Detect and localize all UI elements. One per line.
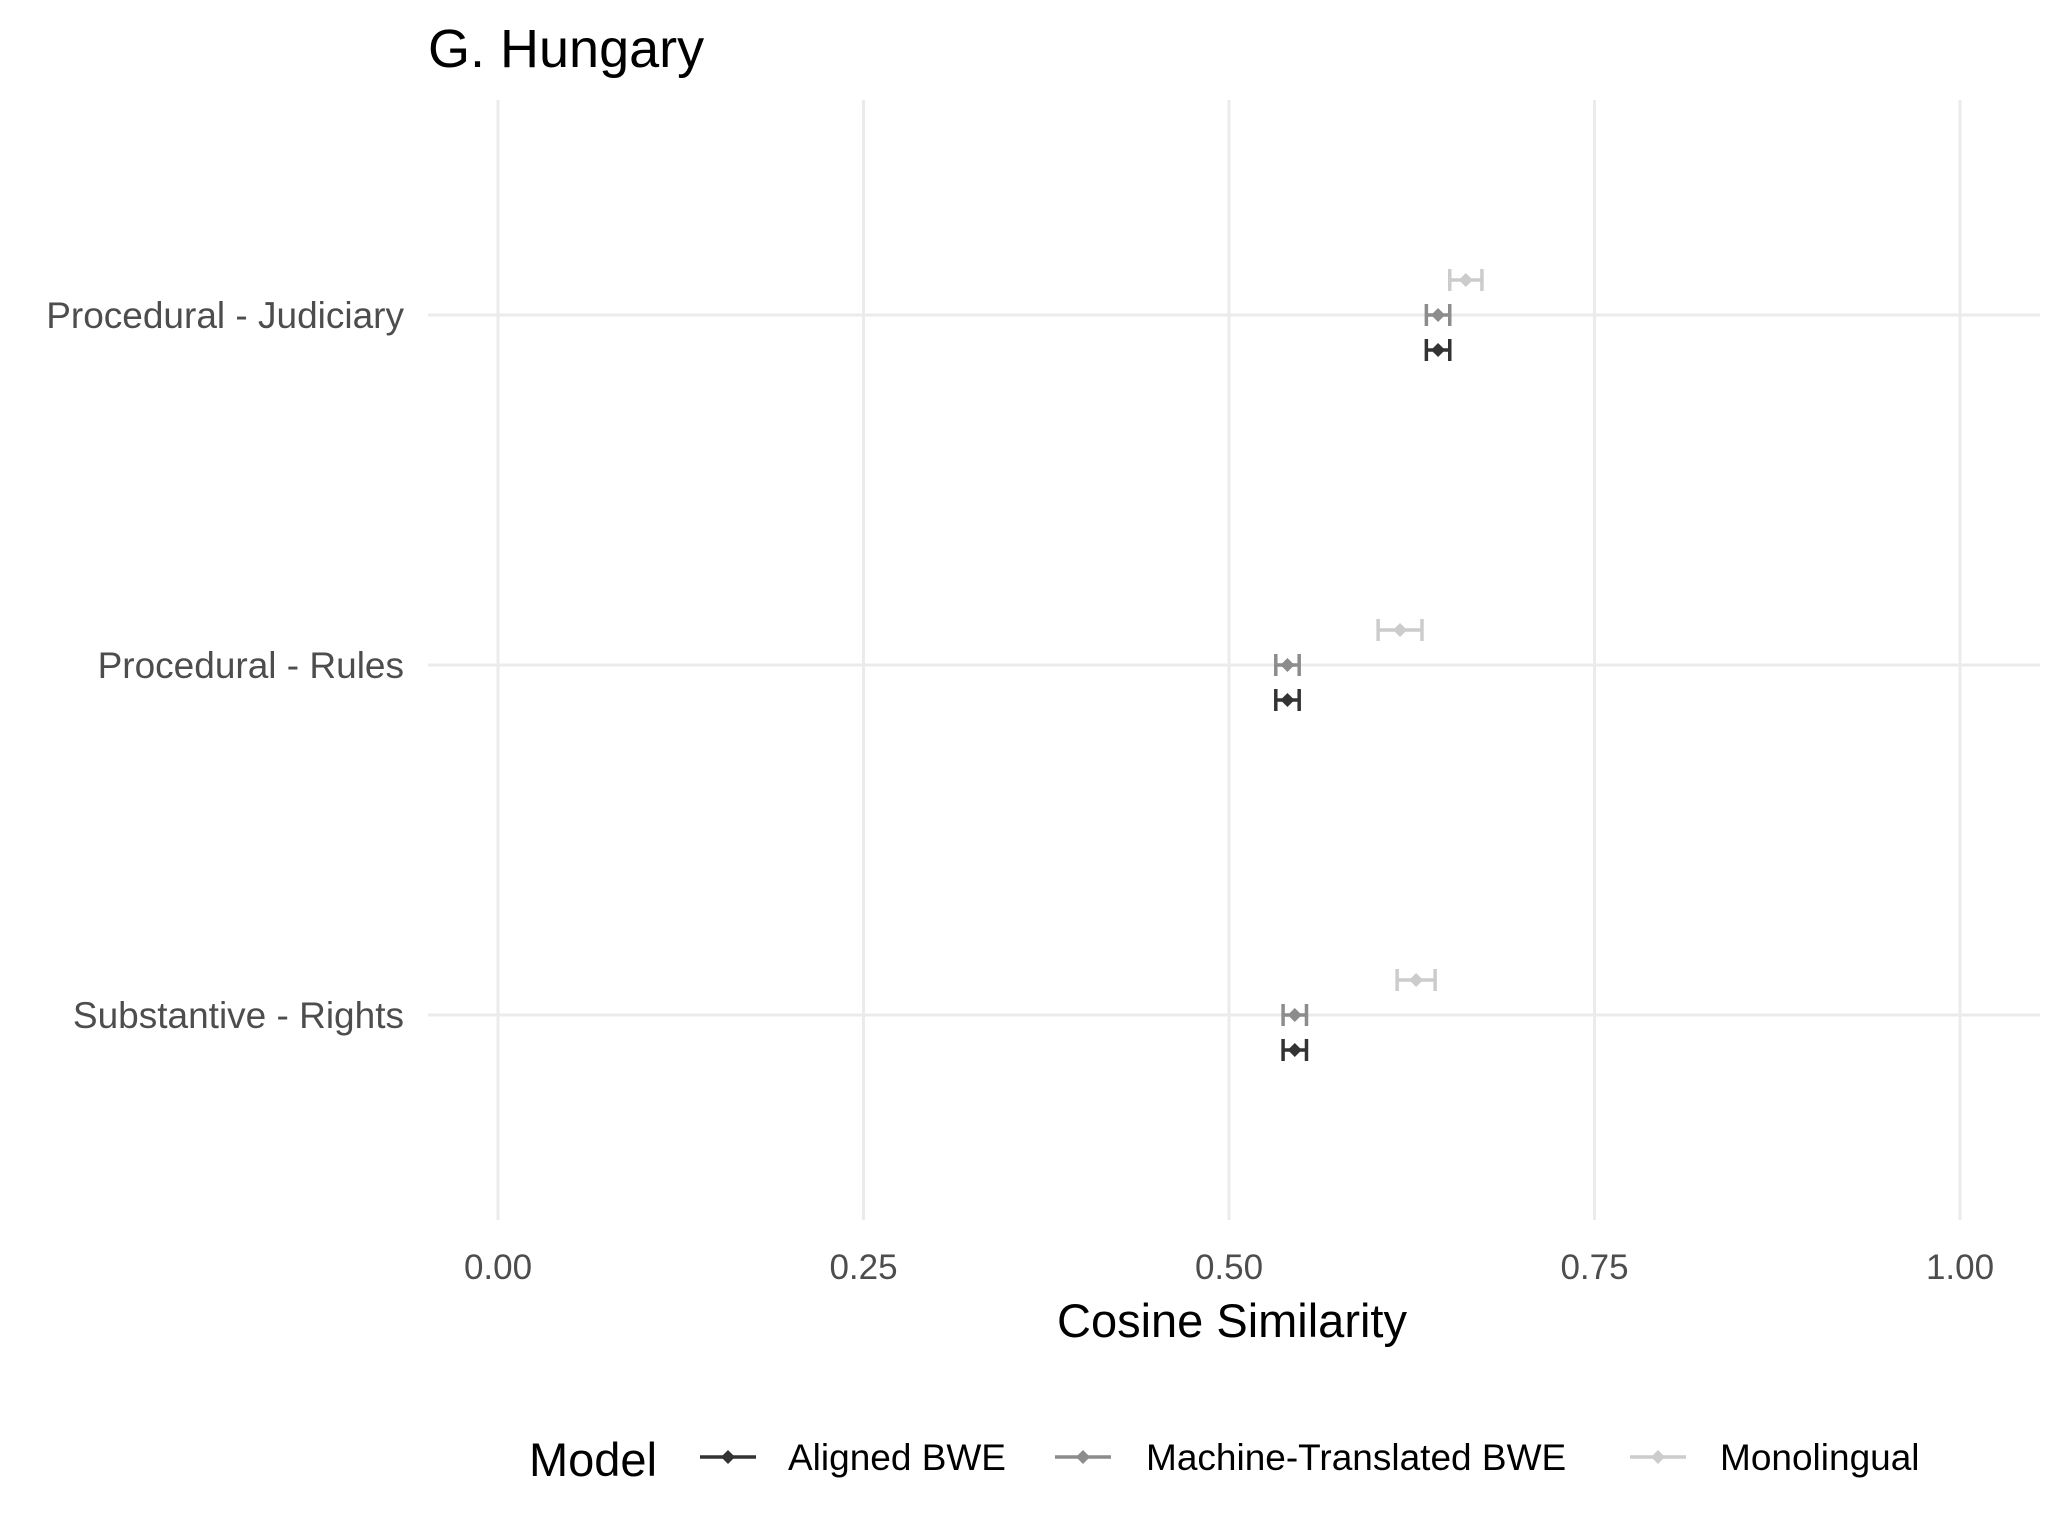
gridlines: [428, 100, 2040, 1220]
legend-label: Aligned BWE: [788, 1437, 1006, 1478]
y-label-substantive-rights: Substantive - Rights: [73, 995, 404, 1036]
errorbar-monolingual-procedural-judiciary: [1448, 269, 1484, 291]
y-label-procedural-rules: Procedural - Rules: [98, 645, 404, 686]
errorbar-machine-translated-bwe-procedural-judiciary: [1424, 304, 1452, 326]
errorbar-machine-translated-bwe-substantive-rights: [1281, 1004, 1309, 1026]
point-marker: [1287, 1008, 1302, 1022]
point-marker: [1393, 623, 1408, 637]
point-marker: [1280, 658, 1295, 672]
x-tick-label: 0.50: [1195, 1248, 1263, 1287]
y-label-procedural-judiciary: Procedural - Judiciary: [46, 295, 404, 336]
errorbar-machine-translated-bwe-procedural-rules: [1274, 654, 1301, 676]
x-tick-label: 1.00: [1926, 1248, 1994, 1287]
errorbar-aligned-bwe-procedural-rules: [1274, 689, 1301, 711]
x-tick-label: 0.25: [829, 1248, 897, 1287]
x-axis-ticks: 0.00 0.25 0.50 0.75 1.00: [464, 1248, 1994, 1287]
point-marker: [1409, 973, 1424, 987]
point-marker: [1431, 343, 1446, 357]
errorbar-monolingual-procedural-rules: [1376, 619, 1424, 641]
y-axis-labels: Procedural - Judiciary Procedural - Rules…: [46, 295, 404, 1036]
point-marker: [1280, 693, 1295, 707]
legend-item-monolingual: Monolingual: [1630, 1437, 1920, 1478]
legend-title: Model: [529, 1433, 657, 1486]
legend-label: Machine-Translated BWE: [1146, 1437, 1566, 1478]
legend-key-icon: [721, 1450, 735, 1464]
chart-title: G. Hungary: [428, 19, 704, 79]
legend-item-aligned-bwe: Aligned BWE: [700, 1437, 1006, 1478]
errorbar-aligned-bwe-procedural-judiciary: [1424, 339, 1452, 361]
errorbar-aligned-bwe-substantive-rights: [1281, 1039, 1309, 1061]
legend: Model Aligned BWE Machine-Translated BWE M…: [529, 1433, 1920, 1486]
point-marker: [1458, 273, 1473, 287]
legend-label: Monolingual: [1720, 1437, 1920, 1478]
legend-item-machine-translated-bwe: Machine-Translated BWE: [1055, 1437, 1566, 1478]
x-axis-title: Cosine Similarity: [1057, 1294, 1407, 1347]
point-marker: [1287, 1043, 1302, 1057]
error-bars: [1274, 269, 1484, 1061]
legend-key-icon: [1651, 1450, 1665, 1464]
point-marker: [1431, 308, 1446, 322]
x-tick-label: 0.00: [464, 1248, 532, 1287]
legend-key-icon: [1076, 1450, 1090, 1464]
errorbar-monolingual-substantive-rights: [1395, 969, 1437, 991]
x-tick-label: 0.75: [1560, 1248, 1628, 1287]
